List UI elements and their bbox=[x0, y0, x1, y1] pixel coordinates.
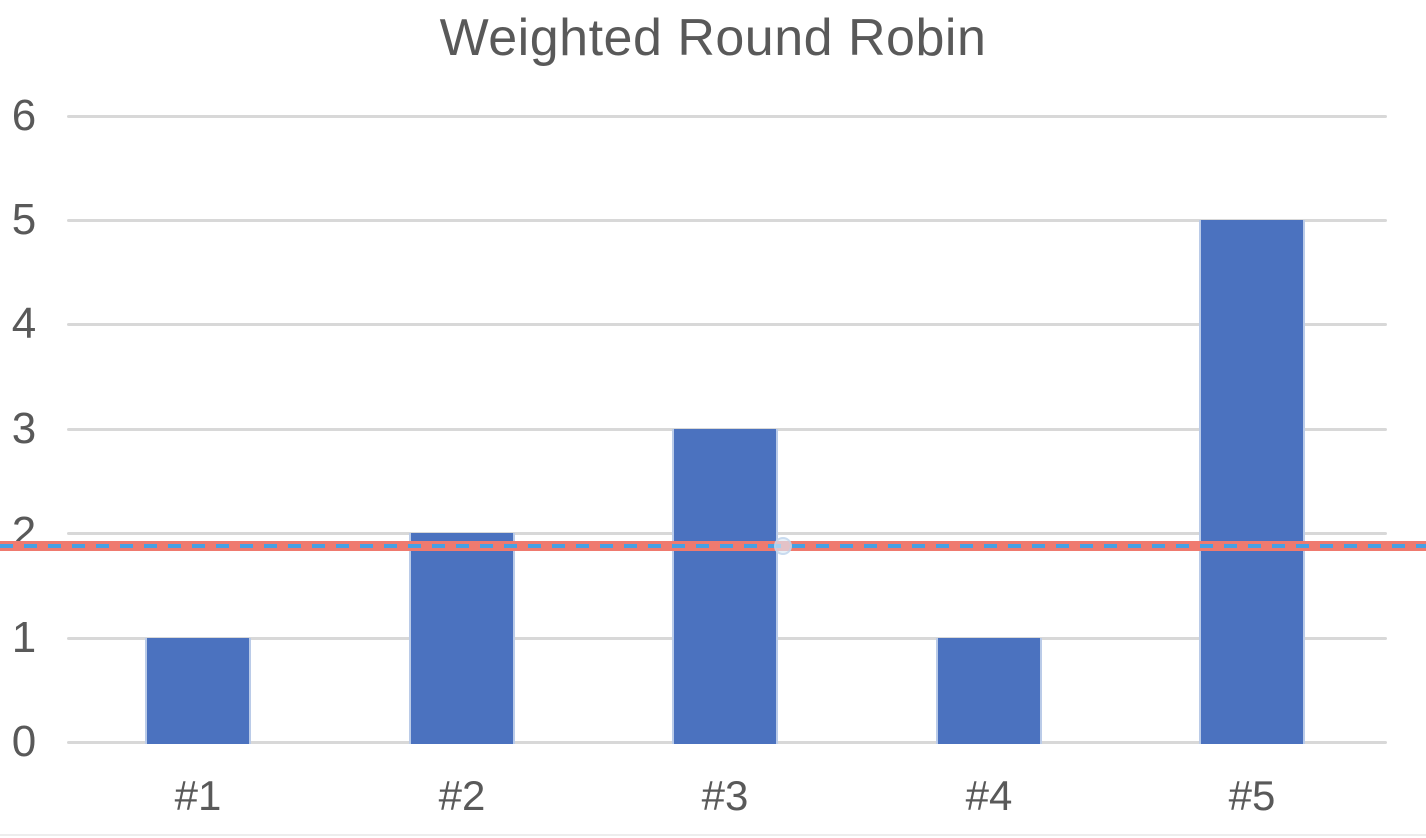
gridline bbox=[67, 115, 1387, 118]
x-axis-category-label: #3 bbox=[701, 772, 749, 819]
y-axis-tick-label: 0 bbox=[11, 717, 37, 766]
bar bbox=[145, 638, 251, 744]
x-axis-category-label: #5 bbox=[1228, 772, 1276, 819]
y-axis-tick-label: 3 bbox=[11, 404, 37, 453]
gridline bbox=[67, 323, 1387, 326]
x-axis-category-label: #1 bbox=[174, 772, 222, 819]
reference-line bbox=[0, 541, 1426, 551]
reference-marker bbox=[774, 537, 792, 555]
x-axis-category-label: #4 bbox=[965, 772, 1013, 819]
reference-line-dash bbox=[0, 544, 1426, 548]
bar bbox=[409, 533, 515, 744]
gridline bbox=[67, 219, 1387, 222]
bar bbox=[672, 429, 778, 744]
y-axis-tick-label: 1 bbox=[11, 613, 37, 662]
y-axis-tick-label: 5 bbox=[11, 195, 37, 244]
x-axis-category-label: #2 bbox=[438, 772, 486, 819]
chart-title: Weighted Round Robin bbox=[439, 9, 987, 67]
y-axis-tick-label: 6 bbox=[11, 91, 37, 140]
bar bbox=[936, 638, 1042, 744]
y-axis-tick-label: 4 bbox=[11, 299, 37, 348]
bottom-divider bbox=[0, 834, 1426, 836]
bar bbox=[1199, 220, 1305, 744]
